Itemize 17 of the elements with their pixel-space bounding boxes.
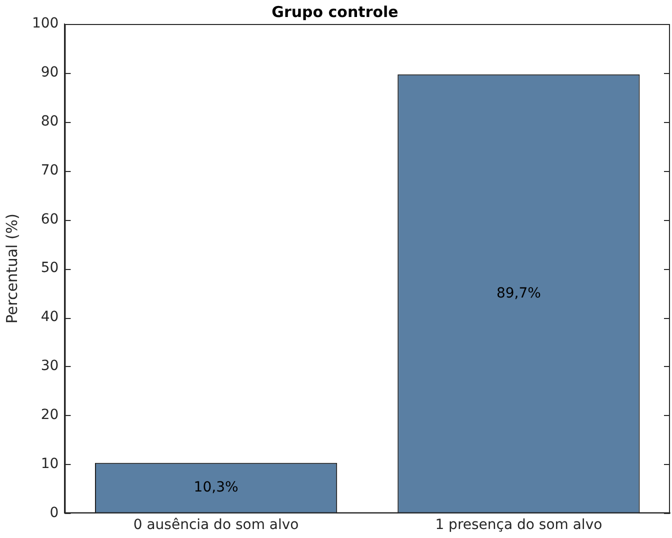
y-tick-label: 100	[32, 16, 59, 32]
chart-title: Grupo controle	[272, 2, 398, 21]
data-label: 10,3%	[194, 480, 238, 496]
y-tick-label: 40	[40, 309, 59, 326]
x-tick-label: 0 ausência do som alvo	[133, 517, 299, 534]
y-tick-label: 50	[40, 260, 59, 276]
y-tick-label: 60	[40, 211, 59, 228]
data-label: 89,7%	[496, 285, 541, 302]
y-tick-label: 0	[50, 504, 59, 521]
y-axis-title: Percentual (%)	[2, 214, 21, 324]
y-tick-label: 20	[40, 407, 59, 423]
y-tick-label: 30	[40, 358, 59, 374]
y-tick-label: 70	[40, 162, 59, 178]
y-tick-label: 80	[40, 113, 59, 130]
y-tick-label: 90	[40, 64, 59, 81]
x-tick-label: 1 presença do som alvo	[435, 517, 602, 534]
y-tick-label: 10	[40, 456, 59, 472]
